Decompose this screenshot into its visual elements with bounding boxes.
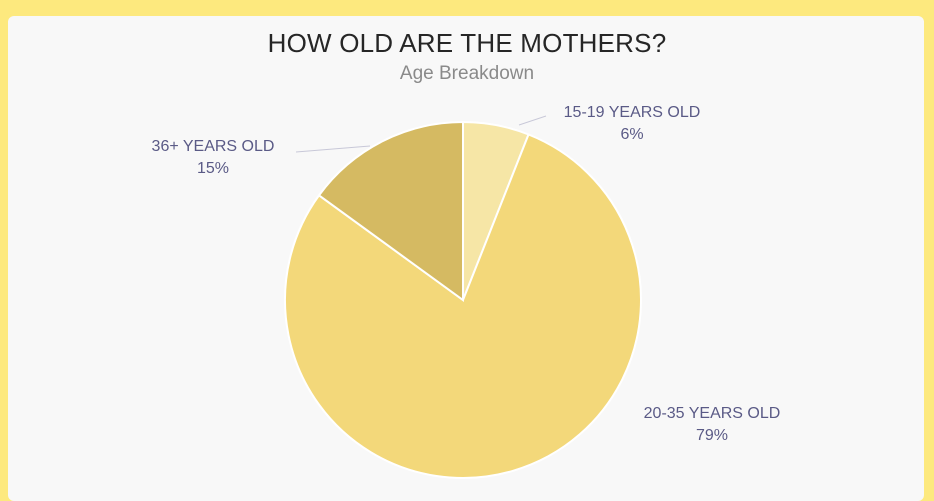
slice-value-label: 79% [696,427,728,444]
pie-slice-36-years-old [317,120,464,302]
pie-slice-20-35-years-old [284,133,642,479]
chart-title: HOW OLD ARE THE MOTHERS? [267,28,667,58]
slice-category-label: 15-19 YEARS OLD [564,104,701,121]
slice-value-label: 15% [197,160,229,177]
slice-value-label: 6% [620,126,643,143]
leader-line [518,115,547,126]
leader-line [295,145,371,153]
slice-category-label: 36+ YEARS OLD [152,138,275,155]
slice-category-label: 20-35 YEARS OLD [644,405,781,422]
chart-subtitle: Age Breakdown [399,63,535,84]
